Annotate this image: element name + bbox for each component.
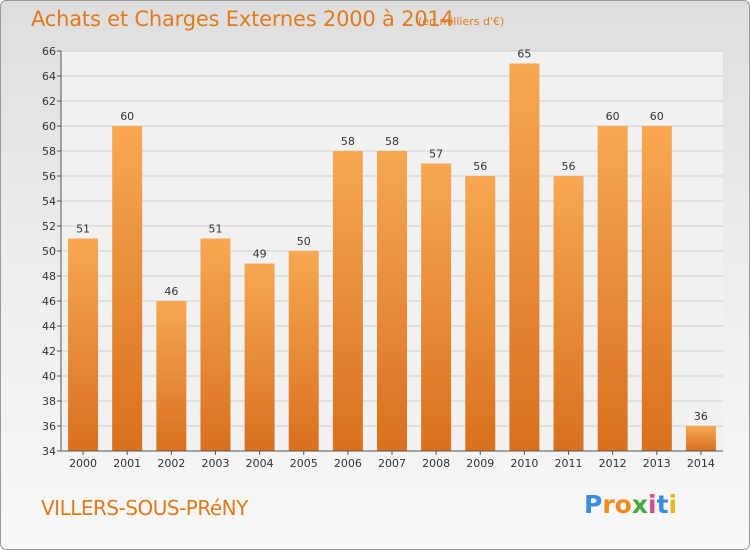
bar	[465, 176, 496, 451]
bar	[156, 301, 187, 451]
x-tick-label: 2005	[290, 457, 318, 470]
bar	[421, 163, 452, 451]
x-tick-label: 2002	[157, 457, 185, 470]
x-tick-label: 2009	[466, 457, 494, 470]
bar	[641, 126, 672, 451]
x-tick-label: 2008	[422, 457, 450, 470]
y-tick-label: 34	[42, 445, 56, 458]
bar	[68, 238, 99, 451]
y-tick-label: 50	[42, 245, 56, 258]
data-label: 50	[297, 235, 311, 248]
y-tick-label: 38	[42, 395, 56, 408]
bar	[553, 176, 584, 451]
y-tick-label: 36	[42, 420, 56, 433]
data-label: 60	[606, 110, 620, 123]
x-tick-label: 2010	[510, 457, 538, 470]
bar	[200, 238, 231, 451]
bars: 51 60 46 51 49 50 58 58 57 56 65 56 60 60 36	[68, 48, 716, 451]
bar	[597, 126, 628, 451]
data-label: 56	[473, 160, 487, 173]
data-label: 65	[517, 48, 531, 61]
x-tick-label: 2007	[378, 457, 406, 470]
x-tick-label: 2001	[113, 457, 141, 470]
y-tick-label: 58	[42, 145, 56, 158]
data-label: 49	[253, 248, 267, 261]
logo-letter: r	[602, 490, 615, 519]
data-label: 58	[341, 135, 355, 148]
y-tick-label: 46	[42, 295, 56, 308]
x-tick-label: 2011	[555, 457, 583, 470]
logo-letter: x	[631, 490, 648, 519]
y-tick-label: 42	[42, 345, 56, 358]
chart-title: Achats et Charges Externes 2000 à 2014	[31, 7, 454, 31]
logo-letter: o	[614, 490, 632, 519]
commune-name: VILLERS-SOUS-PRéNY	[41, 496, 248, 520]
bar	[685, 426, 716, 451]
bar	[377, 151, 407, 451]
y-tick-label: 40	[42, 370, 56, 383]
data-label: 57	[429, 148, 443, 161]
data-label: 58	[385, 135, 399, 148]
y-tick-label: 52	[42, 220, 56, 233]
y-tick-label: 44	[42, 320, 56, 333]
data-label: 51	[208, 223, 222, 236]
data-label: 60	[650, 110, 664, 123]
proxiti-logo: Proxiti	[584, 490, 677, 519]
bar	[244, 263, 275, 451]
y-tick-label: 64	[42, 70, 56, 83]
data-label: 60	[120, 110, 134, 123]
data-label: 46	[164, 285, 178, 298]
logo-letter: i	[668, 490, 678, 519]
x-tick-label: 2014	[687, 457, 715, 470]
y-tick-label: 48	[42, 270, 56, 283]
chart-subtitle: (en milliers d'€)	[418, 15, 505, 28]
x-tick-label: 2003	[201, 457, 229, 470]
data-label: 36	[694, 410, 708, 423]
y-tick-label: 54	[42, 195, 56, 208]
y-tick-label: 66	[42, 45, 56, 58]
x-axis: 2000 2001 2002 2003 2004 2005 2006 2007 2008 2009…	[61, 450, 723, 470]
x-tick-label: 2004	[246, 457, 274, 470]
y-tick-label: 60	[42, 120, 56, 133]
bar	[509, 63, 540, 451]
x-tick-label: 2006	[334, 457, 362, 470]
bar	[288, 251, 319, 451]
logo-letter: t	[656, 490, 669, 519]
bar	[332, 151, 363, 451]
x-tick-label: 2012	[599, 457, 627, 470]
bar	[112, 126, 143, 451]
y-tick-label: 62	[42, 95, 56, 108]
x-tick-label: 2000	[69, 457, 97, 470]
logo-letter: P	[584, 490, 603, 519]
logo-letter: i	[648, 490, 657, 519]
y-tick-label: 56	[42, 170, 56, 183]
data-label: 56	[562, 160, 576, 173]
y-axis: 34 36 38 40 42 44 46 48 50 52 54 56 58 60 62 64 66	[42, 45, 62, 458]
x-tick-label: 2013	[643, 457, 671, 470]
data-label: 51	[76, 223, 90, 236]
